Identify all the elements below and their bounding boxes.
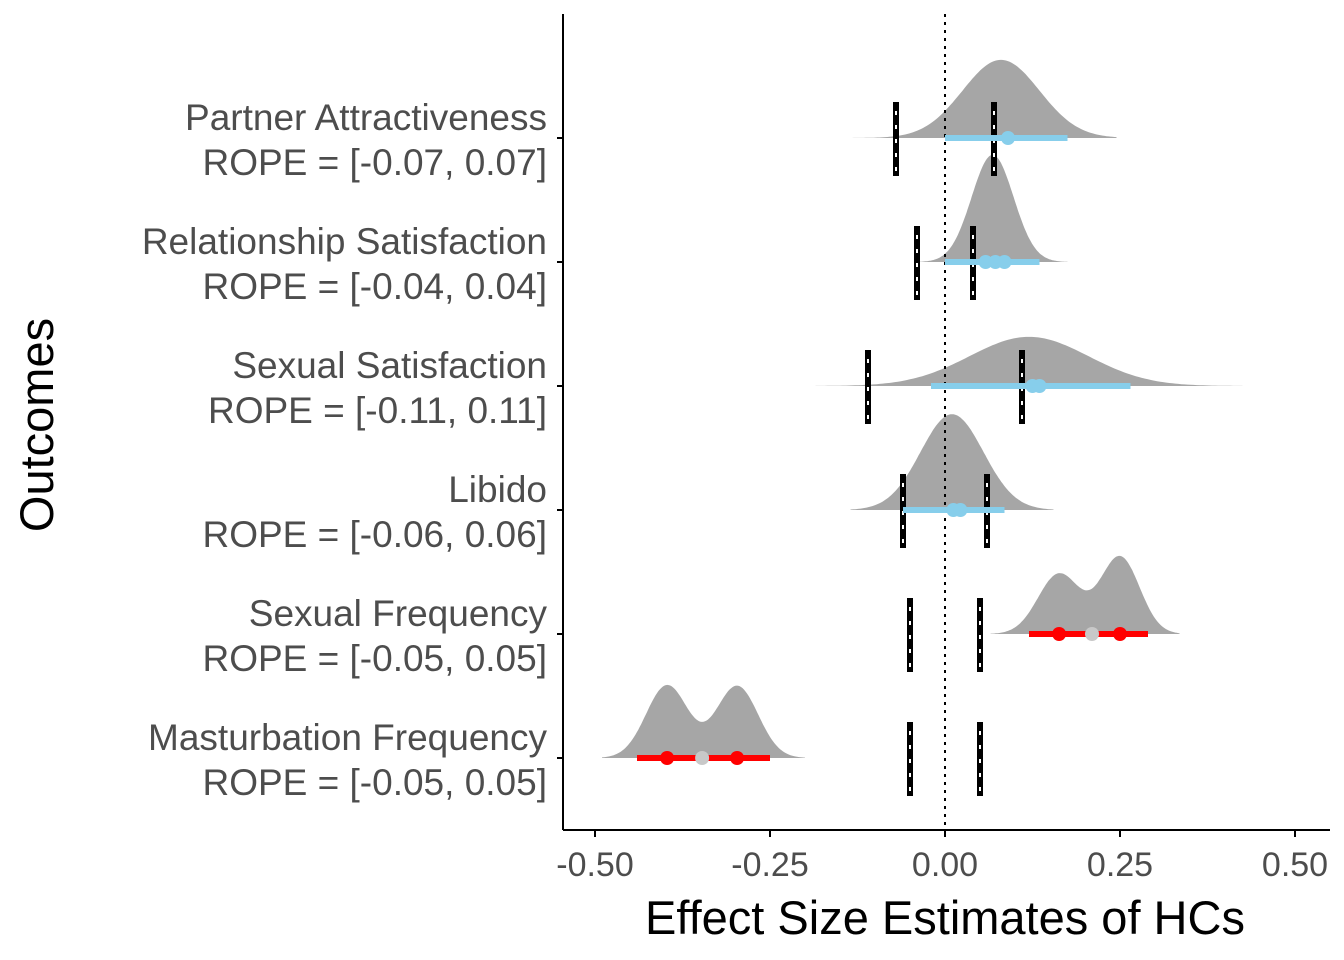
point-masturbation-frequency-1: [730, 751, 745, 765]
density-sexual-satisfaction: [815, 336, 1243, 386]
density-partner-attractiveness: [840, 59, 1117, 138]
rope-label-sexual-satisfaction: ROPE = [-0.11, 0.11]: [208, 390, 547, 431]
point-partner-attractiveness-0: [1001, 131, 1015, 145]
interval-layer: [637, 131, 1148, 765]
y-ticks: [557, 137, 563, 759]
y-axis-title: Outcomes: [10, 318, 63, 532]
category-label-libido: Libido: [448, 469, 547, 510]
rope-label-libido: ROPE = [-0.06, 0.06]: [203, 514, 548, 555]
density-sexual-frequency: [990, 555, 1180, 634]
rope-label-partner-attractiveness: ROPE = [-0.07, 0.07]: [203, 142, 548, 183]
density-relationship-satisfaction: [917, 154, 1068, 262]
point-relationship-satisfaction-0: [978, 255, 993, 269]
category-label-partner-attractiveness: Partner Attractiveness: [185, 97, 547, 138]
point-libido-1: [953, 503, 968, 517]
x-tick-label-2: 0.00: [912, 846, 978, 884]
point-relationship-satisfaction-2: [997, 255, 1012, 269]
rope-label-sexual-frequency: ROPE = [-0.05, 0.05]: [203, 638, 548, 679]
density-layer: [602, 59, 1243, 758]
x-tick-label-0: -0.50: [556, 846, 634, 884]
density-libido: [850, 414, 1054, 510]
category-label-relationship-satisfaction: Relationship Satisfaction: [142, 221, 547, 262]
x-ticks: -0.50 -0.25 0.00 0.25 0.50: [556, 830, 1328, 884]
category-label-sexual-frequency: Sexual Frequency: [249, 593, 548, 634]
median-masturbation-frequency: [695, 751, 710, 765]
x-axis-title: Effect Size Estimates of HCs: [645, 891, 1245, 944]
point-masturbation-frequency-0: [660, 751, 675, 765]
median-sexual-frequency: [1085, 627, 1099, 641]
rope-label-masturbation-frequency: ROPE = [-0.05, 0.05]: [203, 762, 548, 803]
category-label-masturbation-frequency: Masturbation Frequency: [148, 717, 547, 758]
axes: -0.50 -0.25 0.00 0.25 0.50: [556, 14, 1330, 884]
density-masturbation-frequency: [602, 684, 805, 758]
rope-label-relationship-satisfaction: ROPE = [-0.04, 0.04]: [203, 266, 548, 307]
x-tick-label-4: 0.50: [1262, 846, 1328, 884]
x-tick-label-3: 0.25: [1087, 846, 1153, 884]
category-label-sexual-satisfaction: Sexual Satisfaction: [232, 345, 547, 386]
point-sexual-frequency-1: [1113, 627, 1127, 641]
point-sexual-frequency-0: [1052, 627, 1067, 641]
x-tick-label-1: -0.25: [731, 846, 809, 884]
point-sexual-satisfaction-1: [1032, 379, 1047, 393]
